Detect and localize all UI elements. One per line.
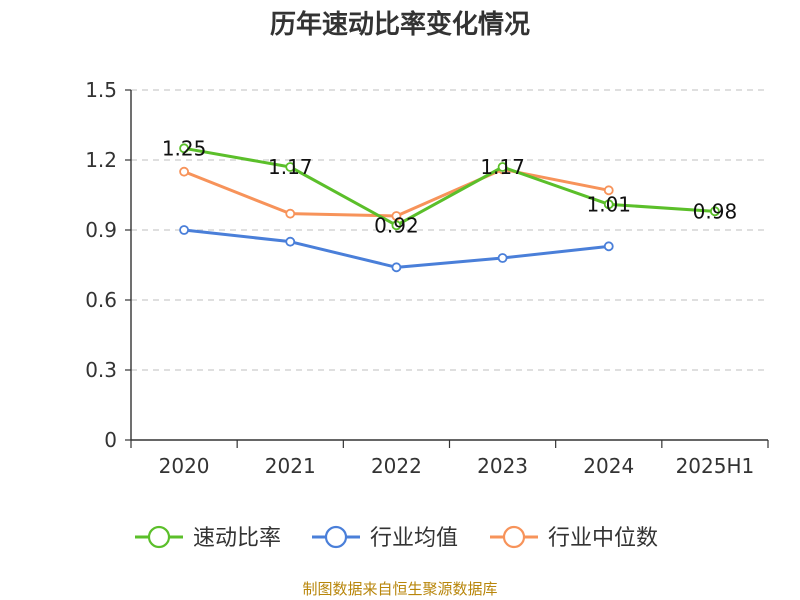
legend-item[interactable]: 行业均值 [312,525,458,551]
legend-marker [147,525,171,549]
data-point [285,162,296,172]
data-point [391,220,402,231]
source-note: 制图数据来自恒生聚源数据库 [302,580,498,598]
data-point [603,199,614,210]
data-point [603,241,614,252]
data-point [179,166,189,177]
series-line [183,167,610,218]
data-point [391,262,402,273]
legend-label: 行业中位数 [548,526,658,551]
y-tick-label: 1.2 [85,148,117,172]
x-tick-label: 2025H1 [676,454,755,478]
legend-marker [324,525,348,549]
x-tick-label: 2021 [265,454,316,478]
data-point [285,236,296,247]
data-label: 1.01 [586,192,631,216]
y-tick-label: 0.9 [85,218,117,242]
grid-layer [131,89,768,371]
data-label-layer: 1.25 1.17 0.92 1.17 1.01 0.98 [162,136,737,237]
data-point [179,225,189,235]
x-tick-label: 2024 [583,454,634,478]
series-line [183,146,716,227]
y-tick-label: 1.5 [85,78,117,102]
x-tick-label: 2020 [159,454,210,478]
data-point [391,211,402,221]
y-tick-label: 0 [104,428,117,452]
y-tick-label: 0.3 [85,358,117,382]
y-tick-label: 0.6 [85,288,117,312]
legend[interactable]: 速动比率 行业均值 行业中位数 [135,525,658,551]
axis-layer: 0 0.3 0.6 0.9 1.2 1.5 2020 2021 2022 2023 2024 2025… [85,78,769,478]
legend-item[interactable]: 行业中位数 [490,525,658,551]
data-label: 1.25 [162,136,207,160]
data-point [179,143,189,154]
data-point [497,253,508,263]
legend-item[interactable]: 速动比率 [135,525,281,551]
data-label: 0.92 [374,213,419,237]
data-label: 1.17 [480,155,525,179]
series-layer [179,143,720,273]
data-point [497,162,508,172]
data-label: 1.17 [268,155,313,179]
data-point [710,206,720,217]
legend-label: 行业均值 [370,526,458,551]
x-tick-label: 2022 [371,454,422,478]
legend-label: 速动比率 [193,526,281,551]
chart-title: 历年速动比率变化情况 [269,10,530,40]
data-label: 0.98 [693,199,738,223]
data-point [603,185,614,196]
x-tick-label: 2023 [477,454,528,478]
legend-marker [502,525,526,549]
data-point [285,208,296,219]
